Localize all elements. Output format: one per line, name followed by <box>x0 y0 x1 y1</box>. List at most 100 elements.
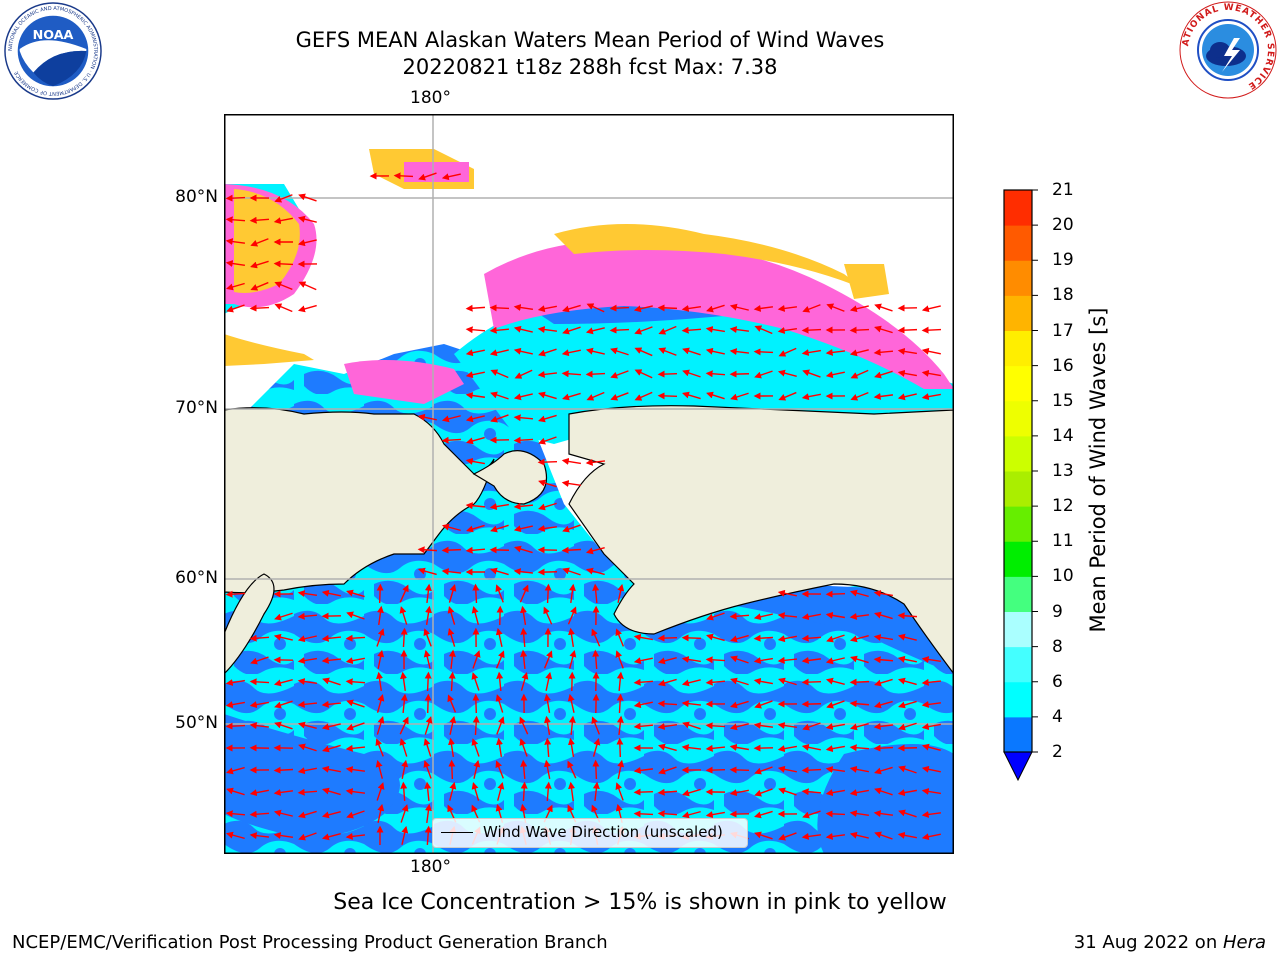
siberia-land <box>224 407 495 594</box>
wind-wave-arrow <box>225 216 246 224</box>
wind-wave-arrow <box>778 832 797 841</box>
wind-wave-arrow <box>658 678 677 687</box>
wind-wave-arrow <box>802 304 821 313</box>
wind-wave-arrow <box>543 759 551 779</box>
wind-wave-arrow <box>465 304 486 312</box>
wind-wave-arrow <box>873 810 894 818</box>
wind-wave-arrow <box>777 304 798 312</box>
wind-wave-arrow <box>250 260 269 269</box>
wind-wave-arrow <box>729 723 749 731</box>
wind-wave-arrow <box>850 392 869 401</box>
wind-wave-arrow <box>729 612 750 620</box>
wind-wave-arrow <box>471 738 480 757</box>
wind-wave-arrow <box>681 656 701 663</box>
wind-wave-arrow <box>634 391 653 401</box>
wind-wave-arrow <box>465 326 486 334</box>
wind-wave-arrow <box>567 693 575 713</box>
wind-wave-arrow <box>682 788 701 797</box>
wind-wave-arrow <box>921 369 941 377</box>
wind-wave-arrow <box>225 590 246 598</box>
wind-wave-arrow <box>490 567 509 576</box>
legend-line-icon <box>441 832 473 833</box>
wind-wave-arrow <box>585 347 605 355</box>
wind-wave-arrow <box>705 370 726 378</box>
wind-wave-arrow <box>921 393 941 401</box>
wind-wave-arrow <box>873 656 894 664</box>
wind-wave-arrow <box>681 744 702 752</box>
wind-wave-arrow <box>801 743 821 751</box>
wind-wave-arrow <box>754 766 773 775</box>
wind-wave-arrow <box>874 831 893 840</box>
lon-label-bottom: 180° <box>410 857 451 877</box>
wind-wave-arrow <box>537 524 558 532</box>
wind-wave-arrow <box>519 605 527 625</box>
colorbar-box <box>1004 506 1032 542</box>
wind-wave-arrow <box>377 803 385 823</box>
wind-wave-arrow <box>226 304 245 313</box>
noaa-logo: NATIONAL OCEANIC AND ATMOSPHERIC ADMINIS… <box>4 2 102 100</box>
wind-wave-arrow <box>495 760 504 779</box>
wind-wave-arrow <box>346 589 365 598</box>
wind-wave-arrow <box>729 303 749 311</box>
colorbar-box <box>1004 365 1032 402</box>
wind-wave-arrow <box>730 677 749 686</box>
wind-wave-arrow <box>657 788 678 796</box>
wind-wave-arrow <box>545 671 553 691</box>
lat-label-80: 80°N <box>175 187 218 207</box>
wind-wave-arrow <box>441 523 461 532</box>
wind-wave-arrow <box>345 832 366 840</box>
colorbar-box <box>1004 260 1032 296</box>
colorbar <box>1003 189 1038 782</box>
wind-wave-arrow <box>705 811 725 819</box>
colorbar-tick-label: 9 <box>1052 601 1063 622</box>
wind-wave-arrow <box>921 833 941 841</box>
wind-wave-arrow <box>567 737 575 757</box>
wind-wave-arrow <box>519 738 528 757</box>
wind-wave-arrow <box>616 715 624 736</box>
wind-wave-arrow <box>873 590 894 597</box>
wind-wave-arrow <box>496 716 505 735</box>
wind-wave-arrow <box>537 568 558 576</box>
wind-wave-arrow <box>825 810 846 818</box>
wind-wave-arrow <box>849 635 869 643</box>
colorbar-tick-label: 17 <box>1052 320 1074 341</box>
wind-wave-arrow <box>400 693 408 714</box>
wind-wave-arrow <box>495 694 504 713</box>
wind-wave-arrow <box>849 678 870 686</box>
wind-wave-arrow <box>706 612 725 621</box>
wind-wave-arrow <box>513 325 533 333</box>
wind-wave-arrow <box>425 605 432 626</box>
wind-wave-arrow <box>424 825 432 846</box>
wind-wave-arrow <box>633 657 653 665</box>
wind-wave-arrow <box>489 546 510 554</box>
wind-wave-arrow <box>802 369 821 378</box>
wind-wave-arrow <box>567 760 577 779</box>
wind-wave-arrow <box>225 810 246 818</box>
wind-wave-arrow <box>874 766 893 775</box>
colorbar-tick-label: 11 <box>1052 531 1074 552</box>
map-panel <box>224 114 954 854</box>
wind-wave-arrow <box>249 678 270 686</box>
wind-wave-arrow <box>495 650 505 669</box>
wind-wave-arrow <box>273 832 294 839</box>
wind-wave-arrow <box>657 743 677 752</box>
wind-wave-arrow <box>345 766 366 774</box>
wind-wave-arrow <box>754 831 773 840</box>
wind-wave-arrow <box>399 584 409 603</box>
colorbar-tick-label: 8 <box>1052 636 1063 657</box>
wind-wave-arrow <box>874 787 893 796</box>
wind-wave-arrow <box>682 721 701 730</box>
wind-wave-arrow <box>513 568 534 576</box>
wind-wave-arrow <box>849 744 870 752</box>
wind-wave-arrow <box>465 371 485 379</box>
wind-wave-arrow <box>424 781 432 802</box>
wind-wave-arrow <box>447 606 456 625</box>
wind-wave-arrow <box>777 589 797 597</box>
wind-wave-arrow <box>754 810 773 819</box>
wind-wave-arrow <box>345 657 365 665</box>
wind-wave-arrow <box>897 677 917 686</box>
wind-wave-arrow <box>705 766 726 774</box>
wind-wave-arrow <box>801 678 822 686</box>
wind-wave-arrow <box>585 567 605 576</box>
wind-wave-arrow <box>849 612 870 620</box>
